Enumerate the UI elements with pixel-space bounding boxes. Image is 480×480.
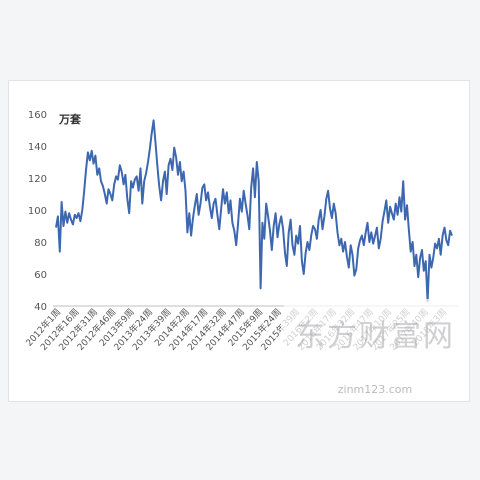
y-tick-label: 60 xyxy=(34,270,47,281)
y-tick-label: 120 xyxy=(28,174,47,185)
watermark-url: zinm123.com xyxy=(337,383,413,396)
y-axis: 40 60 80 100 120 140 160 xyxy=(28,110,47,313)
y-tick-label: 40 xyxy=(34,302,47,313)
watermark: 东方财富网 zinm123.com xyxy=(281,299,469,396)
watermark-text: 东方财富网 xyxy=(295,319,455,354)
y-unit-label: 万套 xyxy=(58,112,82,126)
y-tick-label: 100 xyxy=(28,206,47,217)
y-tick-label: 160 xyxy=(28,110,47,121)
y-tick-label: 140 xyxy=(28,142,47,153)
y-tick-label: 80 xyxy=(34,238,47,249)
series-line xyxy=(55,119,453,303)
series-group xyxy=(55,119,453,303)
chart-card: 40 60 80 100 120 140 160 2012年1周 2012年16周 2012年3… xyxy=(8,80,470,402)
